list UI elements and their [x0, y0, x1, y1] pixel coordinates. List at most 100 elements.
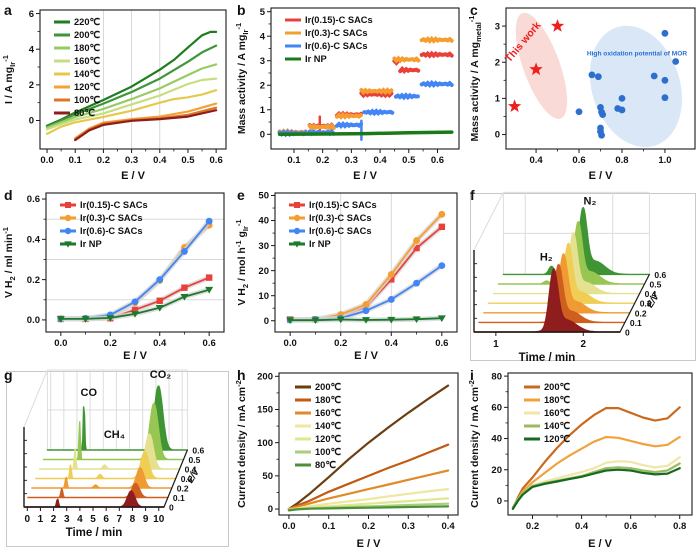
svg-text:180℃: 180℃ — [544, 395, 570, 405]
svg-text:20: 20 — [491, 465, 502, 476]
svg-text:Time / min: Time / min — [66, 527, 123, 539]
svg-text:200℃: 200℃ — [74, 30, 100, 40]
svg-text:220℃: 220℃ — [74, 17, 100, 27]
svg-text:4: 4 — [77, 514, 83, 525]
svg-text:Ir NP: Ir NP — [305, 54, 327, 64]
svg-text:0: 0 — [497, 496, 502, 507]
svg-text:0.2: 0.2 — [27, 275, 40, 286]
svg-text:0.6: 0.6 — [654, 270, 666, 280]
svg-text:2: 2 — [495, 57, 500, 68]
svg-text:V H2 / ml min-1: V H2 / ml min-1 — [1, 227, 17, 298]
svg-text:0.1: 0.1 — [69, 155, 83, 166]
svg-text:50: 50 — [262, 471, 273, 482]
svg-text:6: 6 — [29, 9, 34, 20]
svg-text:0.6: 0.6 — [431, 155, 444, 166]
svg-text:0.6: 0.6 — [203, 338, 216, 349]
svg-text:0: 0 — [268, 504, 273, 515]
svg-text:High oxidation potential of MO: High oxidation potential of MOR — [587, 51, 688, 58]
panel-i-chart: 0.2 0.4 0.6 0.8 0 20 40 60 80 E / V Current densit… — [467, 371, 693, 550]
svg-text:0.4: 0.4 — [185, 465, 197, 475]
svg-text:2: 2 — [581, 339, 587, 350]
panel-a-chart: 0.0 0.1 0.2 0.3 0.4 0.5 0.6 0 2 4 6 E / V I / A mgIr… — [1, 9, 227, 182]
svg-text:0.3: 0.3 — [402, 521, 415, 532]
svg-text:0.2: 0.2 — [97, 155, 110, 166]
svg-text:5: 5 — [260, 7, 266, 18]
svg-text:2: 2 — [29, 80, 34, 91]
panel-i-letter: i — [470, 367, 474, 383]
svg-text:Ir(0.15)-C SACs: Ir(0.15)-C SACs — [305, 15, 373, 25]
svg-text:200℃: 200℃ — [544, 382, 570, 392]
panel-a: a 0.0 0.1 0.2 0.3 0.4 0.5 0.6 0 2 4 6 E / V I / A mg… — [0, 0, 233, 185]
svg-text:0.1: 0.1 — [322, 521, 336, 532]
svg-text:1: 1 — [495, 94, 501, 105]
svg-text:0.1: 0.1 — [630, 318, 642, 328]
panel-f: f 1 2 Time / min 0 0.1 0.2 0.3 0.4 0.5 0.6 E/V H₂ N₂ — [466, 185, 700, 365]
svg-text:1.0: 1.0 — [658, 155, 671, 166]
svg-text:0.0: 0.0 — [40, 155, 53, 166]
svg-text:180℃: 180℃ — [74, 43, 100, 53]
svg-text:20: 20 — [258, 266, 269, 277]
svg-text:0.2: 0.2 — [526, 521, 539, 532]
svg-text:0.6: 0.6 — [624, 521, 637, 532]
svg-text:0.5: 0.5 — [402, 155, 416, 166]
svg-text:Ir(0.15)-C SACs: Ir(0.15)-C SACs — [80, 200, 148, 210]
svg-text:V H2 / mol h-1 gIr-1: V H2 / mol h-1 gIr-1 — [234, 219, 250, 305]
svg-text:0.8: 0.8 — [615, 155, 628, 166]
svg-text:0: 0 — [495, 130, 500, 141]
svg-text:Ir(0.6)-C SACs: Ir(0.6)-C SACs — [309, 226, 372, 236]
svg-text:3: 3 — [495, 21, 500, 32]
svg-text:0.3: 0.3 — [125, 155, 138, 166]
svg-text:4: 4 — [29, 44, 35, 55]
svg-text:0.0: 0.0 — [54, 338, 67, 349]
svg-text:0.4: 0.4 — [645, 289, 657, 299]
svg-text:E / V: E / V — [588, 538, 613, 550]
svg-text:100℃: 100℃ — [315, 447, 341, 457]
svg-text:6: 6 — [103, 514, 109, 525]
panel-b: b 0.1 0.2 0.3 0.4 0.5 0.6 0 1 2 3 4 5 E / V Mass acti… — [233, 0, 466, 185]
svg-text:1: 1 — [38, 514, 44, 525]
panel-e-letter: e — [237, 187, 245, 203]
svg-text:8: 8 — [130, 514, 136, 525]
svg-text:E / V: E / V — [354, 350, 379, 362]
svg-text:120℃: 120℃ — [315, 434, 341, 444]
svg-text:Time / min: Time / min — [519, 352, 576, 364]
svg-text:0.4: 0.4 — [373, 155, 387, 166]
svg-text:40: 40 — [491, 434, 502, 445]
svg-text:1: 1 — [260, 105, 266, 116]
svg-text:E / V: E / V — [123, 350, 148, 362]
panel-h: h 0.0 0.1 0.2 0.3 0.4 0 50 100 150 200 E / V Curren… — [233, 365, 466, 553]
svg-text:30: 30 — [258, 241, 269, 252]
svg-text:160℃: 160℃ — [544, 408, 570, 418]
svg-text:Mass activity / A mgmetal-1: Mass activity / A mgmetal-1 — [467, 15, 483, 141]
panel-g: g 0 1 2 3 4 5 6 7 8 9 10 Time / min 0 0.1 0.2 0.3 0.4 0.5… — [0, 365, 233, 553]
panel-a-letter: a — [4, 2, 12, 18]
svg-text:5: 5 — [90, 514, 96, 525]
panel-c: c 0.4 0.6 0.8 1.0 0 1 2 3 E / V Mass activity / A… — [466, 0, 700, 185]
svg-text:3: 3 — [64, 514, 70, 525]
panel-g-letter: g — [4, 367, 13, 383]
panel-d-chart: 0.0 0.2 0.4 0.6 0.0 0.2 0.4 0.6 E / V V H2 / ml m… — [1, 192, 225, 362]
svg-text:0.0: 0.0 — [282, 521, 295, 532]
svg-text:140℃: 140℃ — [315, 421, 341, 431]
svg-text:0.4: 0.4 — [441, 521, 455, 532]
svg-text:CH₄: CH₄ — [104, 429, 125, 441]
svg-text:120℃: 120℃ — [544, 434, 570, 444]
svg-text:150: 150 — [257, 405, 273, 416]
svg-text:I / A mgIr-1: I / A mgIr-1 — [1, 55, 17, 104]
svg-text:0: 0 — [29, 116, 34, 127]
svg-text:0.0: 0.0 — [27, 315, 40, 326]
svg-text:80℃: 80℃ — [74, 108, 95, 118]
svg-text:Current density / mA cm-2: Current density / mA cm-2 — [234, 380, 248, 508]
svg-text:60: 60 — [491, 403, 502, 414]
svg-text:200℃: 200℃ — [315, 382, 341, 392]
svg-text:Ir NP: Ir NP — [309, 239, 331, 249]
svg-text:9: 9 — [143, 514, 149, 525]
svg-text:2: 2 — [260, 80, 265, 91]
svg-text:0.0: 0.0 — [284, 338, 297, 349]
svg-text:50: 50 — [258, 191, 269, 202]
svg-text:Ir NP: Ir NP — [80, 239, 102, 249]
svg-text:Ir(0.3)-C SACs: Ir(0.3)-C SACs — [80, 213, 143, 223]
svg-text:Ir(0.15)-C SACs: Ir(0.15)-C SACs — [309, 200, 377, 210]
svg-text:0: 0 — [264, 316, 269, 327]
panel-i: i 0.2 0.4 0.6 0.8 0 20 40 60 80 E / V Current dens… — [466, 365, 700, 553]
